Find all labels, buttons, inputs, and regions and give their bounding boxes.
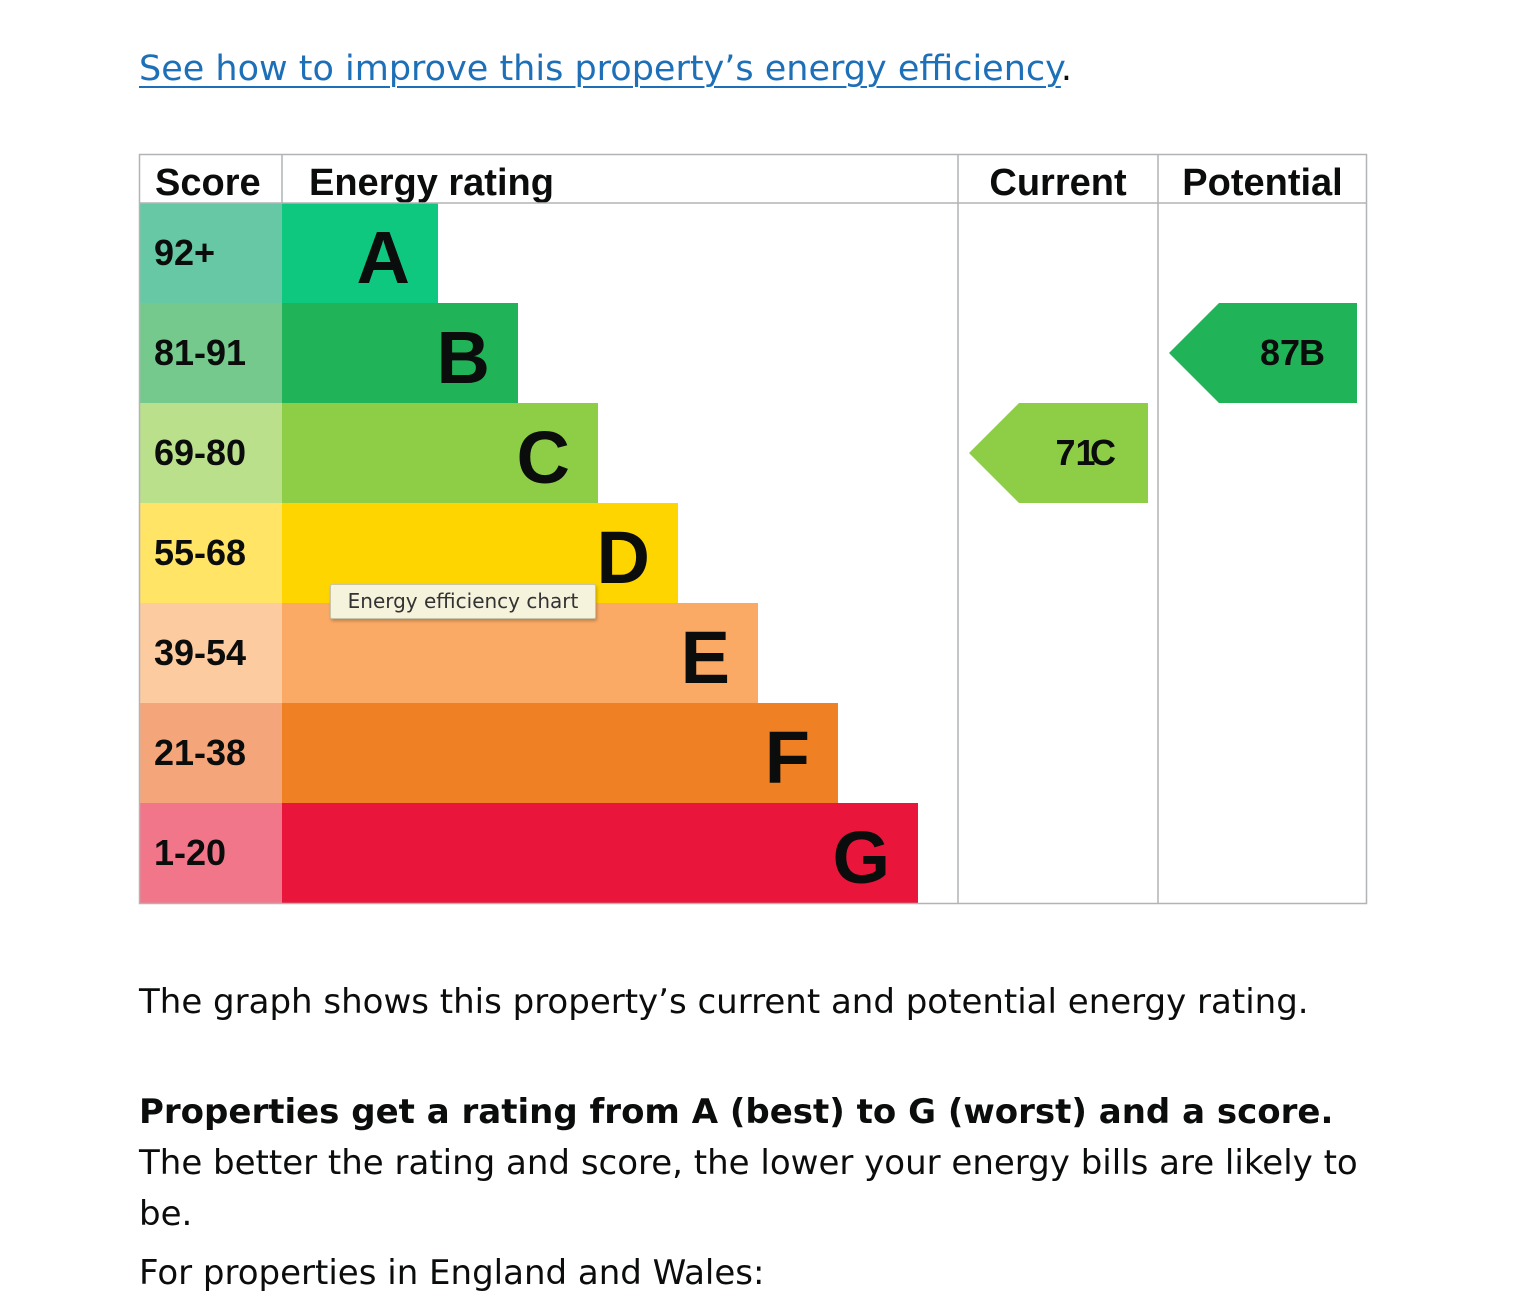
score-range-b: 81-91 <box>154 332 246 373</box>
header-current: Current <box>989 162 1127 204</box>
score-cell-e <box>139 603 282 703</box>
graph-description: The graph shows this property’s current … <box>139 982 1309 1022</box>
improve-trailing-period: . <box>1060 49 1073 89</box>
header-score: Score <box>155 162 261 204</box>
current-rating-score: 71 <box>1055 432 1095 473</box>
score-cell-a <box>139 203 282 303</box>
score-range-d: 55-68 <box>154 532 246 573</box>
improve-efficiency-link[interactable]: See how to improve this property’s energ… <box>139 49 1061 89</box>
score-cell-g <box>139 803 282 903</box>
rating-letter-b: B <box>437 316 490 399</box>
chart-tooltip: Energy efficiency chart <box>330 584 596 619</box>
rating-explanation-rest: The better the rating and score, the low… <box>139 1143 1358 1234</box>
score-range-e: 39-54 <box>154 632 246 673</box>
england-wales-intro: For properties in England and Wales: <box>139 1253 765 1293</box>
rating-letter-e: E <box>681 616 730 699</box>
rating-bar-g <box>282 803 918 903</box>
potential-rating-arrow <box>1169 303 1357 403</box>
rating-explanation: Properties get a rating from A (best) to… <box>139 1087 1379 1240</box>
score-cell-c <box>139 403 282 503</box>
current-rating-arrow <box>969 403 1148 503</box>
rating-letter-d: D <box>597 516 650 599</box>
header-energy-rating: Energy rating <box>309 162 554 204</box>
score-range-a: 92+ <box>154 232 215 273</box>
rating-letter-f: F <box>765 716 810 799</box>
rating-explanation-bold: Properties get a rating from A (best) to… <box>139 1092 1334 1132</box>
rating-bar-e <box>282 603 758 703</box>
chart-border <box>138 153 1368 905</box>
score-range-g: 1-20 <box>154 832 226 873</box>
current-rating-band-letter: C <box>1090 432 1116 473</box>
potential-rating-score: 87 <box>1260 332 1300 373</box>
header-potential: Potential <box>1182 162 1342 204</box>
rating-letter-a: A <box>357 216 410 299</box>
potential-rating-band-letter: B <box>1299 332 1325 373</box>
rating-letter-c: C <box>517 416 570 499</box>
rating-bar-a <box>282 203 438 303</box>
score-cell-b <box>139 303 282 403</box>
rating-bar-f <box>282 703 838 803</box>
energy-efficiency-chart: Score Energy rating Current Potential 92+ A 81… <box>138 153 1368 905</box>
rating-letter-g: G <box>832 816 890 899</box>
rating-bar-c <box>282 403 598 503</box>
score-range-f: 21-38 <box>154 732 246 773</box>
score-range-c: 69-80 <box>154 432 246 473</box>
improve-efficiency-line: See how to improve this property’s energ… <box>139 46 1072 92</box>
rating-bar-b <box>282 303 518 403</box>
score-cell-d <box>139 503 282 603</box>
score-cell-f <box>139 703 282 803</box>
